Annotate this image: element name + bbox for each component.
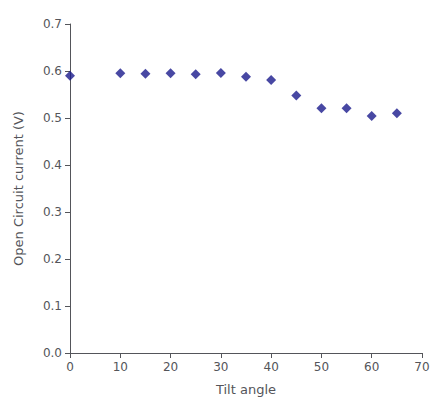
svg-text:0.1: 0.1 [43,299,62,313]
svg-text:0.7: 0.7 [43,17,62,31]
svg-text:50: 50 [314,360,329,374]
svg-text:Open Circuit current (V): Open Circuit current (V) [11,111,26,266]
svg-text:60: 60 [364,360,379,374]
svg-text:0.3: 0.3 [43,205,62,219]
svg-text:0.2: 0.2 [43,252,62,266]
svg-text:20: 20 [163,360,178,374]
svg-text:0: 0 [66,360,74,374]
svg-text:0.4: 0.4 [43,158,62,172]
svg-text:30: 30 [213,360,228,374]
svg-text:Tilt angle: Tilt angle [215,382,276,397]
svg-text:0.0: 0.0 [43,346,62,360]
svg-text:0.6: 0.6 [43,64,62,78]
svg-text:40: 40 [264,360,279,374]
svg-text:10: 10 [113,360,128,374]
svg-text:70: 70 [414,360,429,374]
svg-text:0.5: 0.5 [43,111,62,125]
